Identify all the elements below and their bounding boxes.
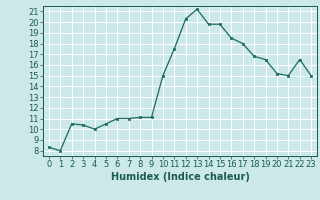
X-axis label: Humidex (Indice chaleur): Humidex (Indice chaleur) — [111, 172, 249, 182]
